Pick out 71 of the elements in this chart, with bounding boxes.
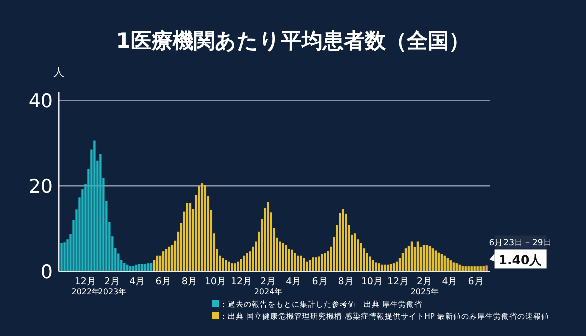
annotation: 6月23日－29日 [489,238,552,249]
bar [303,258,306,272]
x-tick-label: 4月 [442,276,458,288]
bar [342,209,344,272]
x-tick-label: 10月 [204,276,227,288]
y-tick-label: 40 [28,90,53,113]
bar [476,266,479,272]
bar [416,242,420,272]
bar [189,203,192,272]
bar [288,249,290,272]
chart-title: 1医療機関あたり平均患者数（全国） [116,29,470,53]
x-tick-label: 6月 [468,276,484,288]
bar [312,258,314,272]
bar [432,248,434,272]
bar [282,243,284,272]
bar [94,140,96,272]
bar [321,254,324,272]
bar [434,250,437,272]
bar [60,243,63,272]
x-tick-label: 4月 [130,276,146,288]
bar [64,242,66,272]
bar [285,245,288,272]
bar [201,184,204,272]
x-tick-label: 2月 2024年 [254,276,283,297]
x-tick-label: 12月 [230,276,254,288]
x-tick-label: 10月 [361,276,384,288]
x-tick-label: 6月 [156,276,172,288]
bar [315,258,318,272]
bar [204,185,207,272]
bar [360,243,362,272]
bar [100,154,102,272]
x-tick-label: 2月 2025年 [410,276,440,297]
x-tick-label: 8月 [182,276,198,288]
x-tick-label: 4月 [286,276,302,288]
bar [486,266,488,272]
bar [291,250,294,272]
x-tick-label: 12月 2022年 [72,276,100,297]
bar [408,246,410,272]
bar [480,266,482,272]
bar [162,252,165,272]
bar [426,245,428,272]
bar [368,256,372,272]
bar [165,249,168,272]
bar [294,253,296,272]
bar [428,246,432,272]
bar [198,186,201,272]
bar [168,246,171,272]
bar [297,256,300,272]
bar [482,266,485,272]
bar [410,242,414,272]
bar [318,256,320,272]
x-tick-label: 8月 [338,276,354,288]
bar [354,234,356,272]
bar [300,256,302,272]
y-axis-title: 人 [54,66,64,79]
bar [440,254,443,272]
annotation: 1.40人 [498,252,544,268]
bar [422,245,426,272]
bar [279,242,282,272]
x-tick-label: 6月 [312,276,328,288]
bar [171,245,174,272]
bar [186,203,189,272]
bar [324,253,326,272]
bar [267,202,270,272]
x-tick-label: 12月 [387,276,410,288]
bar [309,260,312,272]
bar [327,251,330,272]
y-tick-label: 20 [28,176,53,198]
bar [306,262,308,272]
y-tick-label: 0 [40,262,53,284]
bar [404,248,408,272]
